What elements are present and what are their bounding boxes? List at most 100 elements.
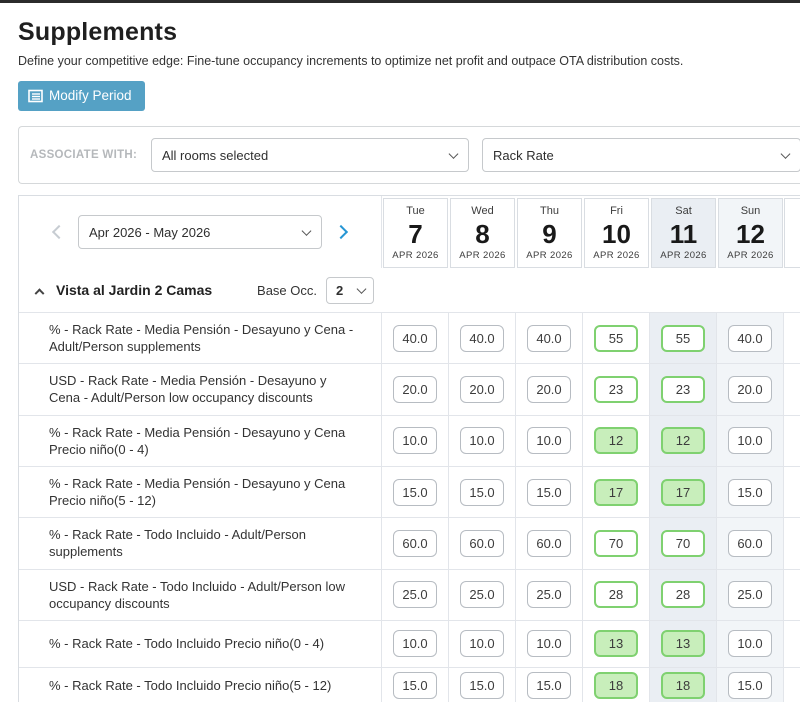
rate-input[interactable] [728, 581, 772, 609]
rate-input[interactable] [728, 529, 772, 557]
period-select[interactable]: Apr 2026 - May 2026 [78, 215, 322, 249]
day-box: Fri 10 APR 2026 [584, 198, 649, 268]
base-occupancy-group: Base Occ. 2 [257, 276, 374, 304]
day-box: Sat 11 APR 2026 [651, 198, 716, 268]
rate-input[interactable] [728, 671, 772, 699]
chevron-down-icon [448, 149, 459, 159]
rate-input[interactable] [594, 529, 638, 557]
rate-input[interactable] [393, 581, 437, 609]
rate-cell [583, 364, 650, 415]
base-occupancy-select[interactable]: 2 [326, 276, 374, 304]
rate-input[interactable] [393, 630, 437, 658]
rate-input[interactable] [527, 581, 571, 609]
rate-input[interactable] [393, 529, 437, 557]
room-name: Vista al Jardin 2 Camas [56, 282, 213, 298]
row-label: USD - Rack Rate - Media Pensión - Desayu… [19, 364, 382, 415]
rate-input[interactable] [661, 324, 705, 352]
rate-input[interactable] [460, 581, 504, 609]
supplements-page: Supplements Define your competitive edge… [18, 18, 800, 702]
rate-input[interactable] [527, 427, 571, 455]
rate-input[interactable] [661, 671, 705, 699]
row-label: % - Rack Rate - Media Pensión - Desayuno… [19, 313, 382, 364]
rate-input[interactable] [460, 324, 504, 352]
rate-cell [583, 667, 650, 702]
rooms-select[interactable]: All rooms selected [151, 138, 469, 172]
rate-input[interactable] [594, 581, 638, 609]
rate-input[interactable] [460, 671, 504, 699]
rate-input[interactable] [661, 630, 705, 658]
rate-input[interactable] [527, 529, 571, 557]
rate-input[interactable] [527, 375, 571, 403]
rate-input[interactable] [460, 427, 504, 455]
rate-input[interactable] [728, 478, 772, 506]
supplement-row: % - Rack Rate - Media Pensión - Desayuno… [19, 415, 800, 467]
rate-cell [382, 364, 449, 415]
chevron-left-icon[interactable] [51, 224, 67, 240]
rate-input[interactable] [728, 630, 772, 658]
rate-input[interactable] [527, 324, 571, 352]
rate-cell [516, 466, 583, 518]
rate-input[interactable] [527, 671, 571, 699]
supplement-row: % - Rack Rate - Media Pensión - Desayuno… [19, 313, 800, 365]
day-month-year: APR 2026 [392, 250, 439, 261]
rate-input[interactable] [393, 478, 437, 506]
rate-input[interactable] [460, 529, 504, 557]
chevron-down-icon [301, 226, 312, 236]
day-of-week: Sun [740, 205, 761, 217]
rate-input[interactable] [594, 324, 638, 352]
rate-input[interactable] [661, 478, 705, 506]
rooms-select-value: All rooms selected [162, 147, 269, 163]
list-alt-icon [28, 89, 43, 103]
rate-cell [650, 415, 717, 466]
rate-cell [784, 667, 800, 702]
rate-input[interactable] [594, 375, 638, 403]
rate-cell [784, 415, 800, 466]
supplement-row: USD - Rack Rate - Media Pensión - Desayu… [19, 364, 800, 416]
rate-input[interactable] [393, 427, 437, 455]
rate-input[interactable] [594, 478, 638, 506]
rate-cell [449, 569, 516, 620]
rate-input[interactable] [594, 427, 638, 455]
rate-cell [382, 569, 449, 620]
rate-input[interactable] [661, 581, 705, 609]
rate-cell [382, 518, 449, 569]
rate-plan-select[interactable]: Rack Rate [482, 138, 800, 172]
rate-cell [449, 667, 516, 702]
rate-input[interactable] [661, 529, 705, 557]
day-of-week: Wed [471, 205, 494, 217]
chevron-right-icon[interactable] [333, 224, 349, 240]
room-collapse-toggle[interactable]: Vista al Jardin 2 Camas [34, 282, 213, 298]
row-label: USD - Rack Rate - Todo Incluido - Adult/… [19, 569, 382, 620]
modify-period-button[interactable]: Modify Period [18, 81, 145, 111]
rate-cell [717, 569, 784, 620]
rate-input[interactable] [460, 478, 504, 506]
rate-cell [583, 415, 650, 466]
associate-with-label: ASSOCIATE WITH: [30, 149, 138, 161]
rate-input[interactable] [393, 671, 437, 699]
rate-cell [717, 313, 784, 364]
rate-cell [516, 518, 583, 569]
rate-input[interactable] [393, 375, 437, 403]
room-header-inner: Vista al Jardin 2 Camas Base Occ. 2 [19, 268, 382, 312]
row-label: % - Rack Rate - Todo Incluido - Adult/Pe… [19, 518, 382, 569]
rate-input[interactable] [393, 324, 437, 352]
rate-cell [516, 620, 583, 667]
associate-with-panel: ASSOCIATE WITH: All rooms selected Rack … [18, 126, 800, 184]
rate-cell [382, 313, 449, 364]
rate-input[interactable] [527, 630, 571, 658]
rate-input[interactable] [594, 630, 638, 658]
rate-cell [583, 620, 650, 667]
rate-input[interactable] [728, 324, 772, 352]
day-column-header: Tue 7 APR 2026 [382, 196, 449, 268]
rate-input[interactable] [460, 630, 504, 658]
supplement-rows: % - Rack Rate - Media Pensión - Desayuno… [19, 313, 800, 702]
rate-input[interactable] [460, 375, 504, 403]
rate-input[interactable] [661, 427, 705, 455]
rate-input[interactable] [527, 478, 571, 506]
day-month-year: APR 2026 [593, 250, 640, 261]
rate-input[interactable] [728, 427, 772, 455]
rate-input[interactable] [661, 375, 705, 403]
rate-input[interactable] [728, 375, 772, 403]
rate-input[interactable] [594, 671, 638, 699]
day-number: 11 [669, 218, 698, 249]
